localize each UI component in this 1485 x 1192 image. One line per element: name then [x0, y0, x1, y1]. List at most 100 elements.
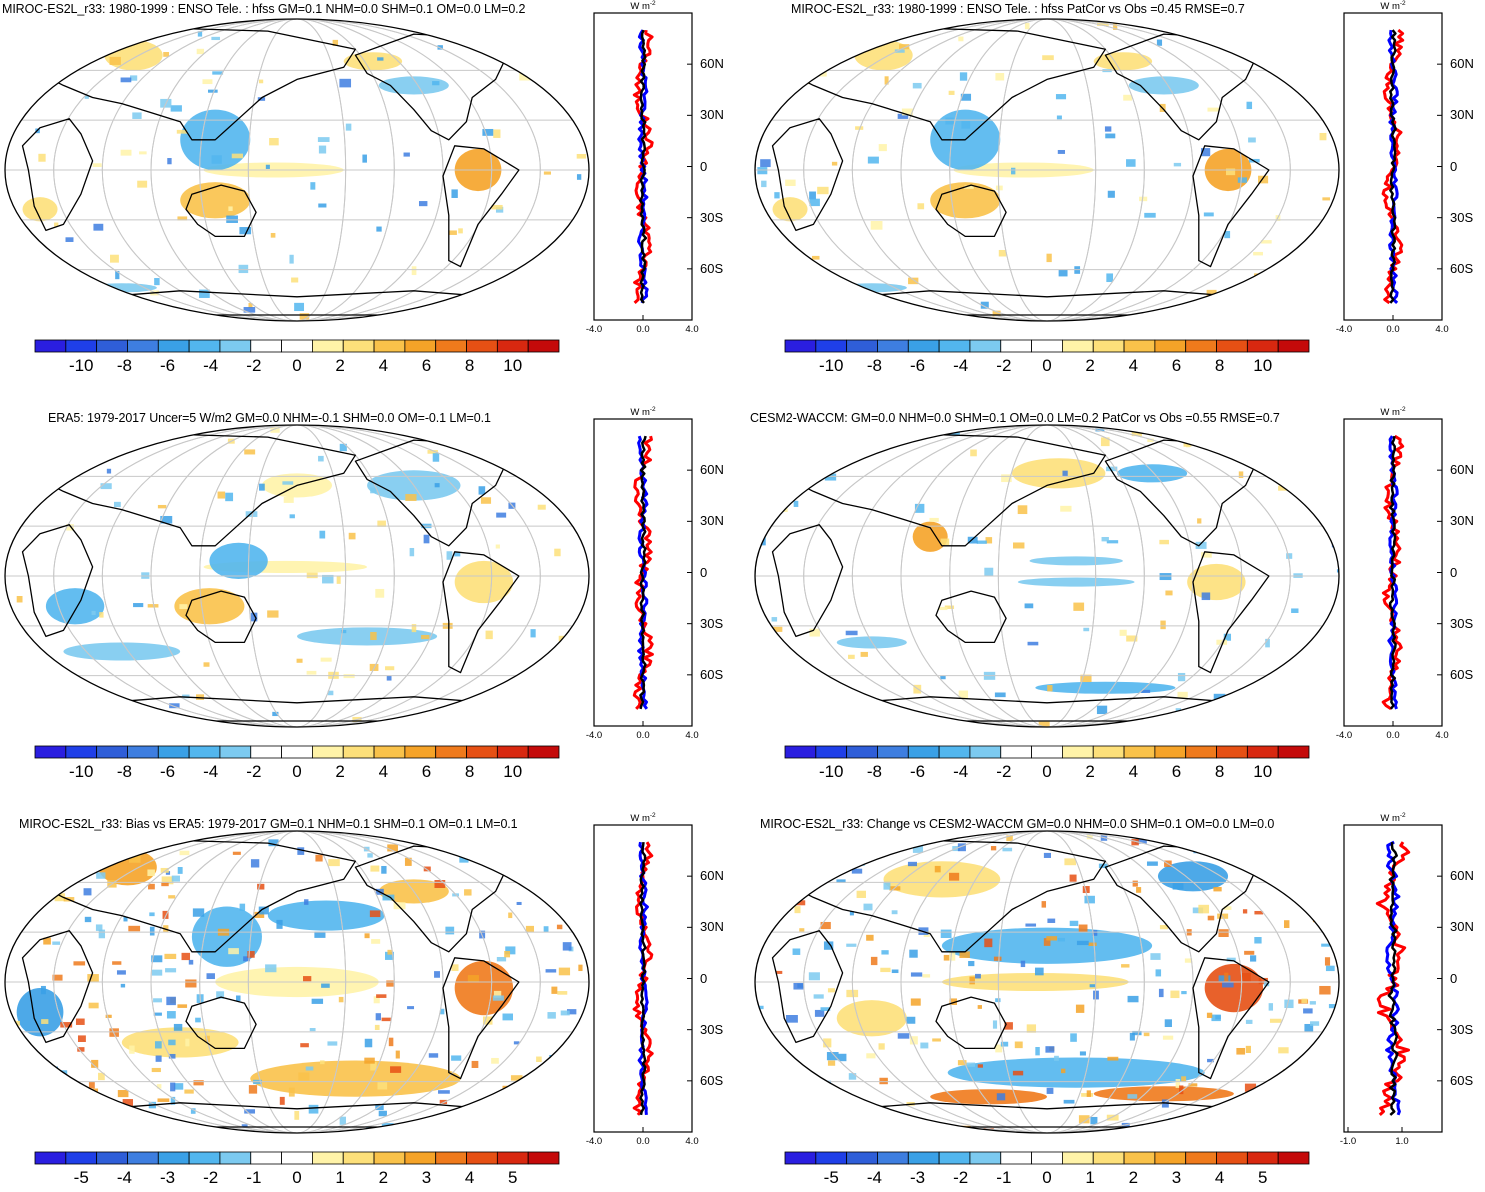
- zonal-xtick-label: -4.0: [585, 324, 603, 335]
- grid-cell: [482, 128, 494, 136]
- grid-cell: [386, 675, 392, 681]
- coastline-samerica: [442, 551, 520, 674]
- colorbar-tick-label: -2: [953, 1168, 969, 1187]
- grid-cell: [1075, 1004, 1085, 1013]
- colorbar-swatch: [404, 1151, 437, 1165]
- grid-cell: [309, 1028, 316, 1032]
- grid-cell: [848, 1073, 857, 1080]
- graticule: [755, 831, 1339, 1133]
- colorbar-tick-label: -4: [203, 356, 219, 375]
- grid-cell: [364, 1057, 375, 1064]
- grid-cell: [304, 899, 309, 905]
- grid-cell: [411, 624, 417, 633]
- grid-cell: [153, 998, 163, 1003]
- anomaly-patch: [930, 182, 1001, 219]
- grid-cell: [428, 1053, 439, 1058]
- grid-cell: [1219, 442, 1229, 452]
- grid-cell: [374, 1024, 380, 1031]
- grid-cell: [445, 835, 452, 839]
- grid-cell: [827, 1060, 836, 1066]
- grid-cell: [1035, 1047, 1040, 1056]
- grid-cell: [151, 969, 163, 976]
- colorbar-swatch: [1216, 1151, 1248, 1165]
- grid-cell: [109, 56, 121, 65]
- grid-cell: [1063, 1099, 1075, 1104]
- grid-cell: [940, 675, 946, 680]
- colorbar-swatch: [1092, 1151, 1125, 1165]
- colorbar-swatch: [938, 745, 971, 759]
- grid-cell: [177, 216, 188, 221]
- grid-cell: [248, 1085, 258, 1094]
- grid-cell: [138, 718, 144, 725]
- grid-cell: [1181, 1076, 1187, 1083]
- grid-cell: [1024, 23, 1030, 30]
- grid-cell: [1070, 1033, 1077, 1042]
- grid-cell: [298, 1072, 310, 1081]
- grid-cell: [1106, 466, 1118, 472]
- colorbar-swatch: [1092, 339, 1125, 353]
- grid-cell: [451, 189, 458, 198]
- colorbar-tick-label: 3: [421, 1168, 432, 1187]
- colorbar-tick-label: -3: [909, 1168, 926, 1187]
- grid-cell: [502, 1013, 513, 1021]
- grid-cell: [785, 179, 796, 186]
- anomaly-patch: [121, 1027, 239, 1058]
- grid-cell: [320, 1060, 325, 1065]
- grid-cell: [499, 1119, 509, 1125]
- grid-cell: [1213, 886, 1222, 892]
- colorbar-tick-label: 6: [1171, 762, 1182, 781]
- map-frame: [4, 18, 590, 322]
- grid-cell: [1267, 869, 1279, 875]
- panel-title: MIROC-ES2L_r33: Bias vs ERA5: 1979-2017 …: [19, 817, 518, 831]
- grid-cell: [553, 838, 563, 843]
- grid-cell: [52, 974, 63, 981]
- grid-cell: [912, 82, 922, 89]
- grid-cell: [170, 1082, 176, 1092]
- colorbar-tick-label: 2: [335, 356, 345, 375]
- colorbar-tick-label: -8: [866, 356, 882, 375]
- grid-cell: [1100, 437, 1110, 447]
- colorbar-swatch: [312, 1151, 344, 1165]
- grid-cell: [170, 1096, 176, 1105]
- grid-cell: [1129, 1032, 1135, 1041]
- colorbar-swatch: [846, 745, 878, 759]
- grid-cell: [106, 832, 115, 839]
- grid-cell: [315, 854, 323, 862]
- colorbar-tick-label: 2: [1085, 356, 1095, 375]
- grid-cell: [434, 880, 446, 888]
- grid-cell: [393, 902, 406, 910]
- grid-cell: [294, 1110, 300, 1120]
- colorbar-swatch: [188, 1151, 221, 1165]
- colorbar-tick-label: -10: [68, 762, 94, 781]
- grid-cell: [23, 47, 28, 53]
- grid-cell: [270, 426, 280, 433]
- colorbar-tick-label: -4: [866, 1168, 882, 1187]
- colorbar-swatch: [96, 745, 128, 759]
- anomaly-patch: [180, 182, 251, 219]
- zonal-unit-label: W m-2: [630, 406, 655, 418]
- grid-cell: [485, 630, 493, 640]
- colorbar-swatch: [466, 1151, 498, 1165]
- coastline-samerica: [1192, 957, 1270, 1080]
- grid-cell: [423, 866, 431, 872]
- grid-cell: [91, 1059, 99, 1068]
- grid-cell: [516, 901, 522, 905]
- colorbar-tick-label: 0: [292, 762, 302, 781]
- grid-cell: [1218, 1125, 1227, 1130]
- grid-cell: [375, 588, 385, 598]
- coastline-eurasia: [33, 27, 357, 141]
- grid-cell: [88, 1002, 99, 1009]
- colorbar: [34, 745, 560, 759]
- grid-cell: [949, 872, 960, 881]
- grid-cell: [1186, 426, 1192, 432]
- grid-cell: [133, 603, 144, 608]
- grid-cell: [811, 255, 820, 260]
- grid-cell: [551, 986, 558, 994]
- grid-cell: [322, 574, 334, 584]
- grid-cell: [571, 97, 580, 106]
- grid-cell: [228, 948, 239, 955]
- grid-cell: [30, 881, 37, 888]
- coastline-australia: [935, 590, 1007, 644]
- colorbar-tick-label: 4: [378, 762, 389, 781]
- grid-cell: [1096, 705, 1108, 715]
